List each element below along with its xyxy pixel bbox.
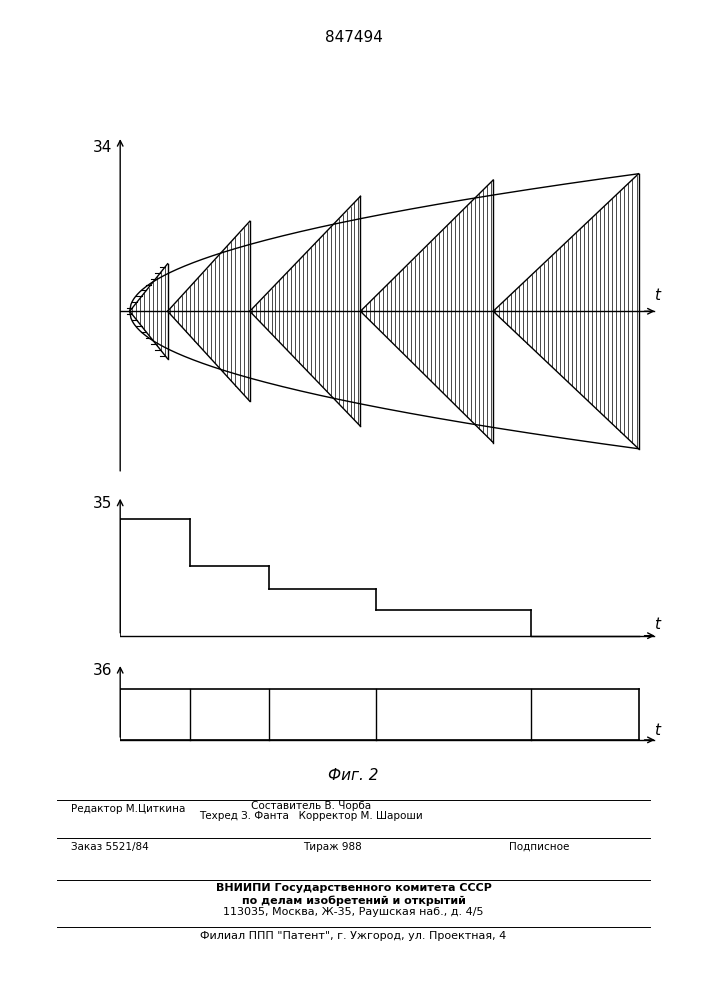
- Text: t: t: [655, 288, 660, 302]
- Text: t: t: [655, 723, 660, 738]
- Text: 36: 36: [93, 663, 112, 678]
- Text: Техред З. Фанта   Корректор М. Шароши: Техред З. Фанта Корректор М. Шароши: [199, 811, 423, 821]
- Text: ВНИИПИ Государственного комитета СССР: ВНИИПИ Государственного комитета СССР: [216, 883, 491, 893]
- Text: Подписное: Подписное: [509, 842, 569, 852]
- Text: t: t: [655, 617, 660, 632]
- Text: Филиал ППП "Патент", г. Ужгород, ул. Проектная, 4: Филиал ППП "Патент", г. Ужгород, ул. Про…: [200, 931, 507, 941]
- Text: 34: 34: [93, 140, 112, 155]
- Text: Редактор М.Циткина: Редактор М.Циткина: [71, 804, 185, 814]
- Text: 113035, Москва, Ж-35, Раушская наб., д. 4/5: 113035, Москва, Ж-35, Раушская наб., д. …: [223, 907, 484, 917]
- Text: 35: 35: [93, 496, 112, 511]
- Text: Заказ 5521/84: Заказ 5521/84: [71, 842, 148, 852]
- Text: Тираж 988: Тираж 988: [303, 842, 362, 852]
- Text: по делам изобретений и открытий: по делам изобретений и открытий: [242, 895, 465, 906]
- Text: Фиг. 2: Фиг. 2: [328, 768, 379, 783]
- Text: 847494: 847494: [325, 30, 382, 45]
- Text: Составитель В. Чорба: Составитель В. Чорба: [251, 801, 371, 811]
